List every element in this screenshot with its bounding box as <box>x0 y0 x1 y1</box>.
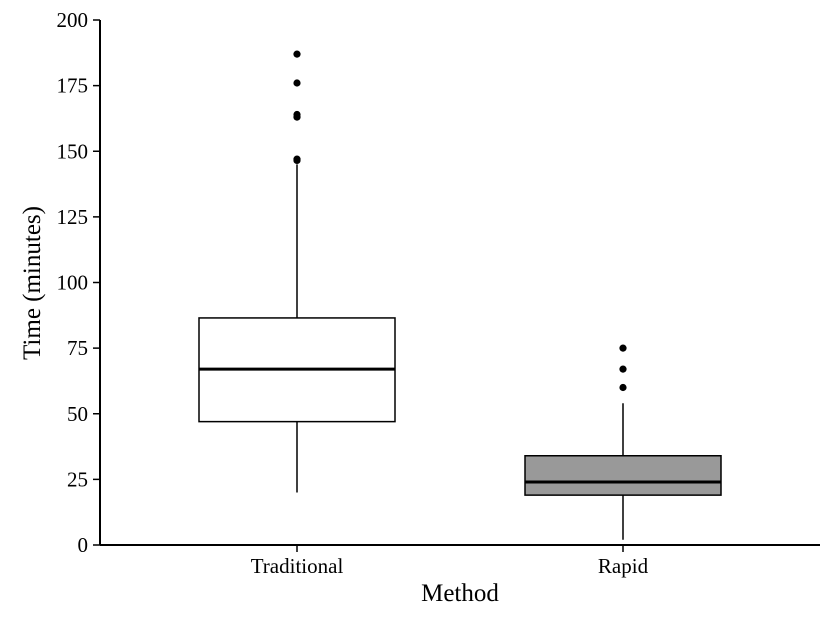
outlier-point <box>293 110 301 119</box>
outlier-point <box>619 344 627 352</box>
y-tick-label: 75 <box>67 336 88 360</box>
y-axis-ticks: 0 25 50 75 100 125 150 175 200 <box>57 8 100 557</box>
x-axis-title: Method <box>421 580 499 607</box>
plot-area <box>198 50 722 540</box>
box-rapid <box>524 344 722 540</box>
interquartile-box <box>524 455 722 496</box>
y-tick-label: 200 <box>57 8 89 32</box>
y-tick-label: 50 <box>67 402 88 426</box>
outlier-point <box>619 383 627 392</box>
box-traditional <box>198 50 396 493</box>
y-tick-label: 150 <box>57 139 89 163</box>
y-tick-label: 25 <box>67 467 88 491</box>
outlier-point <box>293 50 301 58</box>
y-tick-label: 175 <box>57 74 89 98</box>
y-tick-label: 100 <box>57 271 89 295</box>
x-tick-label: Traditional <box>251 554 344 578</box>
outlier-point <box>619 365 627 373</box>
x-tick-label: Rapid <box>598 554 649 578</box>
outlier-point <box>293 79 301 87</box>
y-tick-label: 0 <box>78 533 89 557</box>
y-tick-label: 125 <box>57 205 89 229</box>
y-axis-title: Time (minutes) <box>19 206 46 360</box>
outlier-point <box>293 155 301 163</box>
x-axis-ticks: Traditional Rapid <box>251 545 649 578</box>
